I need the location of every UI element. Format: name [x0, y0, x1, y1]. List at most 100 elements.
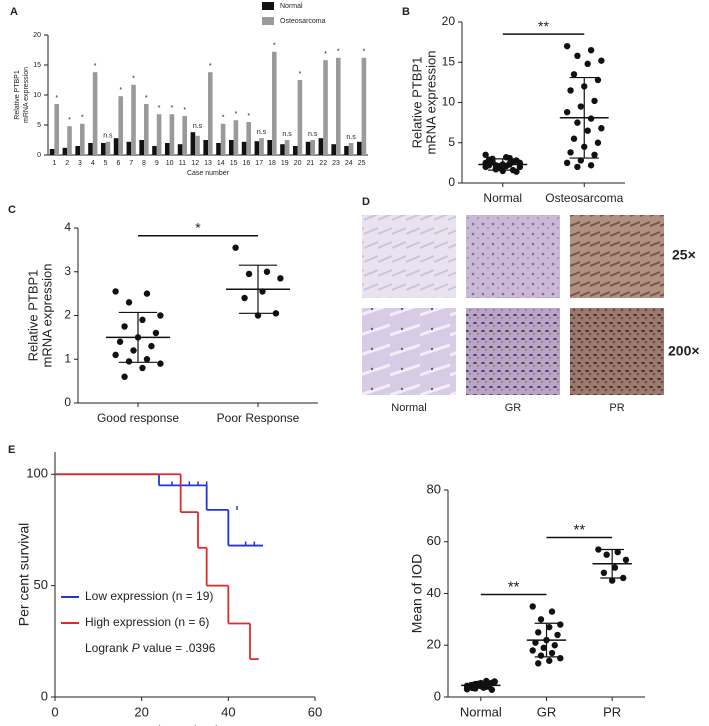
- bar: [348, 143, 354, 155]
- significance-label: *: [273, 43, 276, 50]
- y-tick-label: 100: [26, 466, 48, 481]
- data-point: [587, 162, 595, 169]
- data-point: [600, 569, 608, 576]
- bar: [297, 80, 303, 155]
- x-tick-label: 17: [255, 160, 263, 167]
- bar: [208, 72, 213, 155]
- x-tick-label: 4: [91, 160, 95, 167]
- data-point: [563, 159, 571, 167]
- y-tick-label: 60: [427, 533, 441, 548]
- bar: [80, 123, 85, 155]
- x-tick-label: GR: [537, 704, 557, 719]
- data-point: [232, 244, 239, 251]
- bar: [280, 144, 285, 155]
- column-label: GR: [505, 402, 522, 414]
- y-axis-label: Relative PTBP1: [14, 70, 21, 120]
- significance-label: *: [55, 95, 58, 102]
- x-tick-label: 19: [281, 160, 289, 167]
- data-point: [574, 52, 581, 60]
- bar: [118, 96, 124, 155]
- row-label: 200×: [668, 343, 700, 359]
- bar: [139, 140, 144, 155]
- significance-label: *: [81, 115, 84, 122]
- data-point: [567, 149, 574, 156]
- bar: [62, 147, 68, 155]
- bar: [131, 84, 136, 155]
- y-axis-label: Relative PTBP1: [25, 270, 40, 362]
- x-tick-label: 24: [345, 160, 353, 167]
- histology-image: [570, 308, 664, 395]
- annotation-part: value = .0396: [140, 641, 216, 655]
- data-point: [570, 71, 578, 78]
- y-tick-label: 0: [37, 152, 41, 159]
- significance-label: *: [158, 105, 161, 112]
- y-tick-label: 5: [37, 122, 41, 129]
- annotation: Logrank P value = .0396: [85, 641, 216, 655]
- data-point: [548, 608, 556, 615]
- data-point: [491, 678, 498, 686]
- x-tick-label: 21: [307, 160, 315, 167]
- data-point: [537, 652, 545, 659]
- bar: [203, 140, 208, 155]
- x-tick-label: 18: [268, 160, 276, 167]
- data-point: [611, 564, 619, 571]
- legend-label: Osteosarcoma: [280, 18, 326, 25]
- y-tick-label: 1: [64, 351, 71, 365]
- y-tick-label: 0: [41, 688, 48, 703]
- data-point: [537, 616, 545, 623]
- data-point: [587, 46, 595, 54]
- bar: [259, 138, 264, 155]
- bar: [323, 60, 328, 156]
- x-tick-label: 3: [78, 160, 82, 167]
- significance-label: *: [235, 111, 238, 118]
- panel-label: C: [8, 204, 16, 216]
- y-tick-label: 50: [34, 577, 48, 592]
- annotation-part: Logrank: [85, 641, 132, 655]
- data-point: [570, 135, 578, 142]
- x-tick-label: Normal: [460, 704, 502, 719]
- x-tick-label: 10: [166, 160, 174, 167]
- data-point: [584, 127, 591, 134]
- data-point: [506, 154, 513, 162]
- y-tick-label: 0: [448, 175, 455, 189]
- bar: [305, 141, 311, 155]
- y-tick-label: 20: [427, 637, 441, 652]
- histology-panel: D 25× 200× Normal GR PR: [362, 196, 700, 414]
- data-point: [121, 323, 128, 330]
- data-point: [130, 347, 137, 354]
- data-point: [529, 647, 536, 654]
- x-tick-label: 5: [104, 160, 108, 167]
- y-axis-label: mRNA expression: [23, 67, 30, 123]
- bar: [241, 141, 247, 155]
- data-point: [594, 76, 602, 84]
- bar: [356, 141, 362, 155]
- significance-label: **: [538, 18, 549, 34]
- bar: [336, 57, 341, 155]
- data-point: [535, 660, 542, 667]
- y-tick-label: 80: [427, 481, 441, 496]
- data-point: [598, 57, 605, 64]
- bar: [177, 144, 183, 155]
- data-point: [563, 108, 571, 116]
- data-point: [506, 160, 513, 167]
- column-label: Normal: [391, 402, 426, 414]
- bar: [344, 146, 349, 155]
- y-axis-label: Mean of IOD: [409, 554, 425, 633]
- significance-label: n.s: [346, 134, 356, 141]
- y-tick-label: 10: [33, 92, 41, 99]
- significance-label: *: [363, 49, 366, 56]
- x-tick-label: 6: [116, 160, 120, 167]
- x-tick-label: 1: [52, 160, 56, 167]
- data-point: [143, 290, 151, 297]
- data-point: [622, 556, 630, 564]
- bar: [126, 141, 132, 155]
- bar: [310, 140, 316, 155]
- bar: [331, 144, 336, 155]
- data-point: [516, 163, 524, 171]
- significance-label: *: [183, 107, 186, 114]
- x-tick-label: Good response: [97, 411, 179, 425]
- significance-label: n.s: [103, 133, 113, 140]
- x-tick-label: 9: [155, 160, 159, 167]
- significance-label: *: [171, 105, 174, 112]
- significance-label: *: [324, 51, 327, 58]
